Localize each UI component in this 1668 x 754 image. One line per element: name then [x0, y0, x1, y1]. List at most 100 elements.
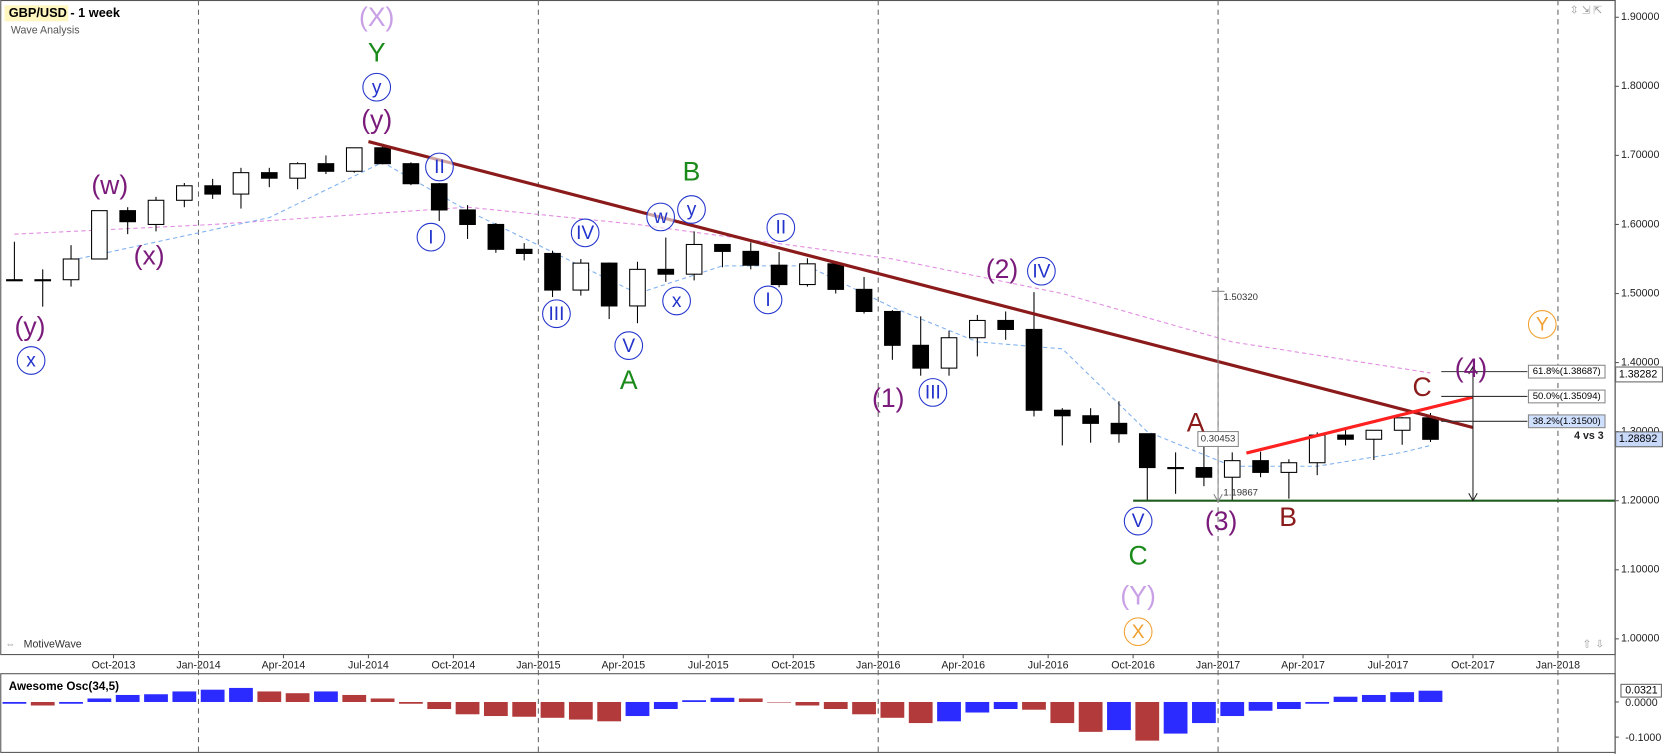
chart-subtitle: Wave Analysis: [11, 25, 80, 37]
oscillator-bar: [597, 701, 622, 722]
price-marker-label: 1.38282: [1619, 368, 1657, 380]
candle-body: [1393, 417, 1411, 431]
oscillator-bar: [1390, 692, 1415, 702]
x-tick-label: Apr-2016: [941, 660, 985, 672]
oscillator-bar: [455, 701, 480, 715]
oscillator-bar: [257, 691, 282, 702]
wave-label: X: [1132, 622, 1145, 643]
candle-body: [1082, 415, 1099, 424]
oscillator-bar: [1163, 701, 1188, 734]
trendline: [368, 140, 1474, 430]
candle-body: [1422, 417, 1439, 440]
oscillator-bar: [937, 701, 961, 722]
oscillator-bar: [59, 701, 83, 704]
x-tick-label: Jul-2014: [348, 660, 389, 672]
wave-label: C: [1129, 540, 1148, 570]
oscillator-bar: [1333, 696, 1358, 702]
candle-body: [487, 223, 505, 250]
candle-body: [912, 344, 930, 369]
wave-label: II: [776, 218, 787, 239]
wave-label: IV: [576, 223, 594, 244]
candle-body: [1337, 434, 1354, 440]
candle-body: [260, 172, 278, 179]
wave-label-circle: [918, 378, 948, 407]
x-tick-label: Apr-2017: [1281, 660, 1325, 672]
wave-label: (1): [872, 383, 904, 413]
candle-body: [1167, 467, 1184, 470]
candle-body: [374, 147, 391, 165]
note: 4 vs 3: [1574, 430, 1604, 442]
oscillator-bar: [908, 701, 933, 724]
wave-label: Y: [368, 37, 386, 67]
oscillator-bar: [993, 701, 1018, 710]
candle-body: [1365, 429, 1383, 440]
candle-body: [402, 163, 420, 185]
trendline: [1246, 395, 1474, 455]
wave-label-circle: [766, 213, 796, 242]
oscillator-bar: [399, 701, 423, 704]
oscillator-bar: [1248, 701, 1273, 711]
candle-body: [969, 319, 986, 339]
symbol-highlight: [4, 5, 69, 22]
icon[interactable]: ⇧: [1583, 638, 1592, 650]
candle-body: [430, 183, 448, 211]
wave-label: (4): [1455, 353, 1487, 383]
candle-body: [62, 258, 80, 281]
wave-label: V: [1132, 511, 1145, 532]
measure-arrow: [1213, 493, 1223, 503]
candle-body: [827, 263, 845, 290]
wave-label-circle: [753, 285, 783, 315]
wave-label: IV: [1032, 261, 1050, 282]
candle-body: [1280, 462, 1298, 473]
y-tick-label: 1.10000: [1621, 564, 1659, 576]
x-tick-label: Jul-2015: [688, 660, 729, 672]
x-tick-label: Oct-2014: [432, 660, 476, 672]
wave-label: B: [1279, 502, 1297, 532]
candle-body: [289, 163, 306, 179]
wave-label-circle: [425, 152, 454, 182]
fib-box: [1527, 389, 1606, 404]
wave-label: (y): [15, 312, 46, 342]
x-tick-label: Apr-2015: [601, 660, 645, 672]
icon[interactable]: ⇱: [1593, 4, 1602, 16]
wave-label: (X): [359, 2, 394, 32]
candle-body: [799, 263, 816, 286]
wave-label-circle: [1123, 506, 1153, 536]
y-tick-label: 1.20000: [1621, 495, 1659, 507]
x-tick-label: Oct-2016: [1111, 660, 1155, 672]
oscillator-bar: [823, 701, 848, 710]
icon[interactable]: ⇩: [1595, 638, 1604, 650]
candle-body: [232, 172, 250, 195]
wave-label-circle: [570, 218, 600, 248]
oscillator-bar: [285, 693, 310, 702]
candle-body: [884, 310, 901, 346]
wave-label: (x): [134, 240, 165, 270]
scroll-icon[interactable]: ⇔: [6, 639, 16, 650]
x-tick-label: Apr-2014: [262, 660, 306, 672]
candle-body: [515, 248, 533, 254]
oscillator-title: Awesome Osc(34,5): [9, 680, 119, 693]
chart-title: GBP/USD - 1 week: [9, 5, 121, 20]
oscillator-bar: [1078, 701, 1103, 732]
candle-body: [1053, 409, 1071, 417]
candle-body: [1252, 460, 1269, 473]
oscillator-bar: [1107, 701, 1131, 731]
candle-body: [600, 262, 618, 307]
osc-tick-label: 0.0000: [1625, 697, 1658, 709]
wave-label: C: [1412, 372, 1431, 402]
oscillator-bar: [115, 694, 140, 702]
wave-label: y: [687, 200, 697, 221]
y-tick-label: 1.60000: [1621, 218, 1659, 230]
fib-box: [1527, 364, 1606, 379]
wave-label-circle: [542, 299, 571, 329]
oscillator-bar: [144, 694, 168, 702]
oscillator-bar: [370, 698, 395, 702]
moving-average: [14, 206, 1431, 374]
wave-label: B: [683, 156, 701, 186]
wave-label: (2): [986, 254, 1018, 284]
icon[interactable]: ⇲: [1582, 4, 1591, 16]
oscillator-bar: [1305, 701, 1330, 704]
icon[interactable]: ⇳: [1570, 4, 1579, 16]
wave-label: V: [622, 336, 635, 357]
